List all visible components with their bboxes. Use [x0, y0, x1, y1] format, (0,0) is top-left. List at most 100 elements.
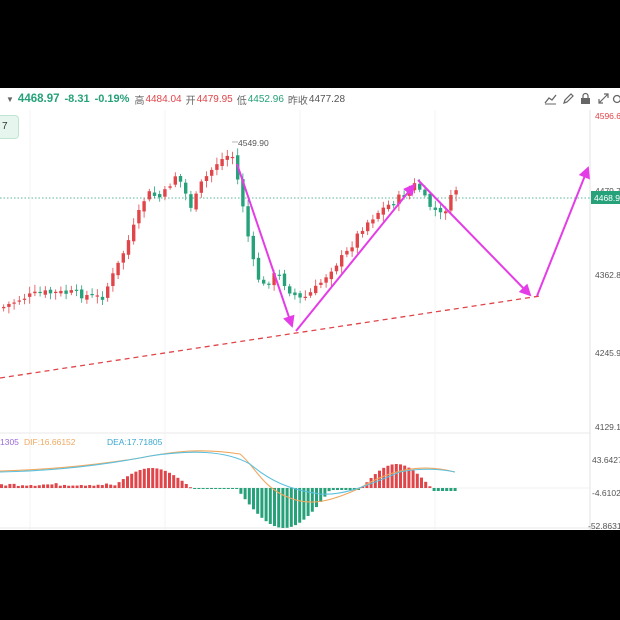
candle-body: [95, 295, 99, 297]
macd-bar: [285, 488, 289, 528]
macd-bar: [331, 488, 335, 490]
macd-bar: [75, 485, 79, 488]
macd-bar: [399, 464, 402, 488]
macd-bar: [390, 464, 394, 488]
macd-bar: [8, 483, 12, 488]
candle-body: [418, 183, 422, 190]
projection-arrows: [236, 163, 590, 332]
candle-body: [423, 189, 427, 196]
macd-bar: [277, 488, 281, 528]
macd-bar: [176, 477, 180, 488]
macd-bar: [155, 468, 159, 488]
candle-body: [7, 303, 11, 307]
candle-body: [345, 250, 349, 255]
macd-bar: [214, 488, 218, 489]
candle-body: [74, 289, 79, 291]
macd-bar: [134, 471, 138, 488]
macd-axis-label: 43.6427: [592, 455, 620, 465]
macd-bar: [147, 468, 150, 488]
indicator-badge[interactable]: 7: [0, 115, 19, 139]
current-price-tag: [591, 191, 620, 204]
candle-body: [454, 190, 458, 195]
candle-body: [308, 292, 313, 296]
macd-bar: [436, 488, 440, 491]
area-chart-icon[interactable]: [543, 92, 558, 106]
macd-bar: [310, 488, 314, 512]
chart-window: ▼ 4468.97 -8.31 -0.19% 高 4484.04 开 4479.…: [0, 88, 620, 530]
macd-bar: [121, 479, 125, 488]
symbol-dropdown-icon[interactable]: ▼: [6, 94, 14, 104]
macd-bar: [432, 488, 436, 491]
macd-bar: [0, 484, 3, 488]
macd-bar: [50, 484, 54, 488]
candle-body: [2, 306, 6, 309]
price-axis-label: 4129.1: [595, 422, 620, 432]
macd-bar: [197, 488, 201, 489]
macd-bar: [184, 483, 188, 488]
macd-bar: [281, 488, 285, 528]
macd-bar: [33, 485, 37, 488]
macd-bar: [247, 488, 251, 505]
macd-bar: [264, 488, 268, 522]
macd-bar: [294, 488, 297, 526]
high-label: 高: [134, 95, 145, 107]
candle-body: [204, 176, 209, 181]
macd-bar: [168, 472, 171, 488]
candle-body: [397, 194, 401, 205]
dif-label: DIF:16.66152: [24, 437, 76, 447]
expand-icon[interactable]: [596, 92, 611, 106]
pencil-icon[interactable]: [561, 92, 576, 106]
settings-icon[interactable]: [611, 92, 620, 106]
macd-bar: [336, 488, 339, 490]
candle-body: [267, 283, 271, 285]
macd-bar: [130, 473, 134, 488]
peak-annotation: 4549.90: [238, 138, 269, 148]
candle-body: [163, 189, 167, 197]
macd-bar: [4, 485, 8, 488]
candles: [2, 148, 458, 314]
macd-bar: [235, 488, 239, 489]
candle-body: [33, 291, 37, 294]
candle-body: [184, 182, 188, 194]
macd-bar: [67, 485, 71, 488]
macd-bar: [289, 488, 293, 527]
macd-bar: [373, 474, 377, 488]
macd-bar: [445, 488, 449, 491]
macd-bar: [25, 485, 29, 488]
candle-body: [230, 156, 235, 159]
candle-body: [54, 291, 58, 294]
macd-bar: [407, 467, 411, 488]
macd-bar: [319, 488, 323, 502]
candle-body: [22, 298, 27, 300]
macd-bar: [243, 488, 247, 500]
last-price: 4468.97: [17, 93, 60, 105]
macd-bar: [37, 485, 41, 488]
candle-body: [256, 257, 261, 280]
price-axis-label: 4362.8: [595, 270, 620, 280]
price-axis-label: 4596.6: [595, 111, 620, 121]
candle-body: [246, 206, 250, 237]
candle-body: [220, 159, 224, 167]
candlestick-chart: 4596.6 4479.7 4362.8 4245.9 4129.1 4468.…: [0, 110, 620, 530]
macd-bar: [268, 488, 272, 524]
candle-body: [17, 300, 21, 302]
candle-body: [111, 273, 115, 287]
macd-label: 1305: [0, 437, 19, 447]
candle-body: [277, 274, 281, 276]
macd-bar: [163, 470, 167, 488]
macd-bar: [180, 480, 184, 488]
macd-bar: [84, 485, 87, 488]
projection-arrow-up: [536, 166, 590, 297]
macd-bar: [420, 477, 423, 488]
candle-body: [152, 192, 157, 196]
macd-bar: [302, 488, 306, 520]
candle-body: [438, 207, 443, 213]
candle-body: [142, 201, 146, 212]
lock-icon[interactable]: [578, 92, 593, 106]
macd-bar: [126, 476, 129, 488]
macd-bar: [113, 485, 117, 488]
macd-bar: [315, 488, 318, 508]
candle-body: [116, 262, 120, 276]
candle-body: [366, 222, 370, 232]
candle-body: [444, 211, 448, 214]
